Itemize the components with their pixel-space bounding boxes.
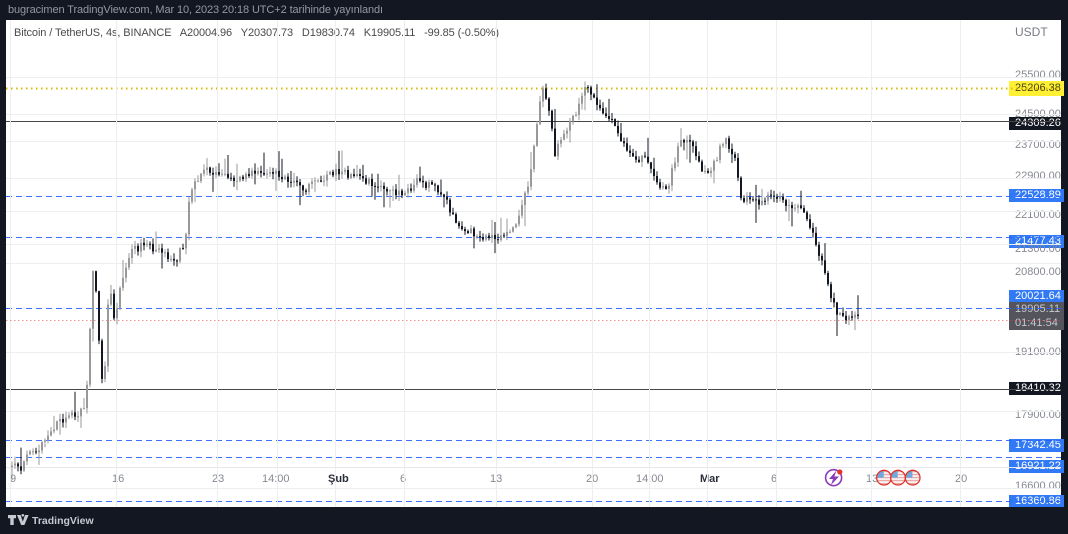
svg-text:TradingView: TradingView bbox=[32, 515, 94, 527]
